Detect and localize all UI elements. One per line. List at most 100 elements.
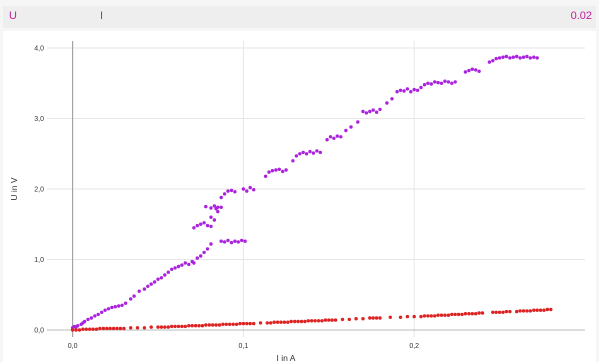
data-point	[446, 313, 451, 317]
data-point	[240, 238, 244, 243]
data-point	[209, 224, 213, 229]
data-point	[439, 81, 444, 85]
data-point	[209, 215, 213, 219]
data-point	[180, 263, 184, 267]
x-tick-label: 0,0	[68, 343, 78, 350]
data-point	[422, 83, 427, 87]
data-point	[263, 174, 268, 178]
data-point	[277, 167, 281, 171]
data-point	[521, 309, 526, 313]
y-axis-label: U in V	[9, 177, 19, 200]
data-point	[142, 287, 147, 291]
data-point	[508, 309, 512, 314]
data-point	[450, 312, 454, 317]
data-point	[241, 187, 246, 191]
data-point	[388, 315, 392, 319]
data-point	[371, 108, 375, 112]
data-point	[474, 68, 478, 72]
data-point	[344, 128, 348, 133]
data-point	[361, 109, 365, 114]
data-point	[463, 312, 468, 316]
data-point	[180, 324, 184, 329]
data-point	[521, 55, 526, 59]
data-point	[132, 294, 136, 298]
data-point	[202, 221, 206, 225]
data-point	[497, 56, 502, 60]
data-point	[480, 311, 485, 315]
data-point	[429, 314, 433, 318]
data-point	[443, 313, 447, 317]
data-point	[219, 205, 223, 209]
data-point	[252, 188, 256, 192]
data-point	[166, 270, 170, 274]
scatter-chart: 0,0 0,1 0,2 0,0 1,0 2,0 3,0 4,0 I in A U in V	[9, 41, 585, 362]
data-point	[315, 149, 319, 153]
data-point	[241, 321, 246, 326]
data-point	[243, 239, 247, 243]
voltage-label: U	[9, 10, 17, 22]
data-point	[217, 323, 222, 327]
data-point	[204, 323, 208, 327]
data-point	[221, 322, 225, 326]
data-point	[405, 314, 410, 319]
data-point	[252, 321, 256, 326]
data-point	[137, 289, 141, 293]
data-point	[229, 188, 234, 193]
data-point	[470, 312, 474, 316]
data-point	[197, 324, 201, 328]
data-point	[535, 56, 539, 60]
x-axis-label: I in A	[277, 353, 296, 362]
data-point	[532, 55, 536, 59]
data-point	[494, 310, 498, 314]
data-point	[123, 301, 128, 305]
data-point	[354, 317, 358, 321]
series-1	[70, 54, 539, 330]
x-tick-label: 0,2	[409, 343, 419, 350]
data-point	[113, 305, 118, 309]
data-point	[429, 82, 433, 86]
data-point	[195, 256, 199, 260]
data-point	[200, 324, 205, 328]
data-point	[84, 327, 89, 331]
series-2	[70, 307, 553, 332]
data-point	[146, 284, 150, 288]
data-point	[525, 309, 529, 313]
data-points	[70, 54, 553, 332]
data-point	[286, 320, 290, 324]
data-point	[412, 314, 416, 319]
data-point	[467, 68, 471, 73]
data-point	[205, 223, 210, 228]
data-point	[332, 136, 336, 140]
data-point	[303, 319, 307, 324]
data-point	[545, 307, 550, 312]
data-point	[183, 261, 187, 265]
data-point	[222, 192, 227, 196]
chart-panel: 0,0 0,1 0,2 0,0 1,0 2,0 3,0 4,0 I in A U in V	[3, 31, 596, 362]
data-point	[308, 149, 312, 154]
data-point	[248, 185, 252, 190]
data-point	[77, 328, 82, 332]
data-point	[284, 168, 288, 172]
data-point	[187, 262, 191, 267]
data-point	[115, 326, 119, 331]
data-point	[199, 222, 203, 226]
data-point	[216, 209, 220, 214]
data-point	[199, 254, 203, 258]
data-point	[320, 319, 324, 323]
data-point	[433, 314, 437, 318]
data-point	[306, 319, 310, 323]
data-point	[310, 319, 314, 323]
data-point	[226, 189, 230, 193]
data-point	[152, 280, 157, 284]
data-point	[494, 56, 498, 61]
data-point	[293, 319, 297, 324]
data-point	[313, 319, 317, 323]
data-point	[474, 312, 478, 316]
data-point	[228, 322, 232, 326]
data-point	[402, 89, 406, 93]
data-point	[176, 264, 181, 269]
data-point	[291, 159, 295, 163]
data-point	[163, 325, 167, 329]
data-point	[456, 312, 461, 317]
data-point	[419, 314, 423, 319]
